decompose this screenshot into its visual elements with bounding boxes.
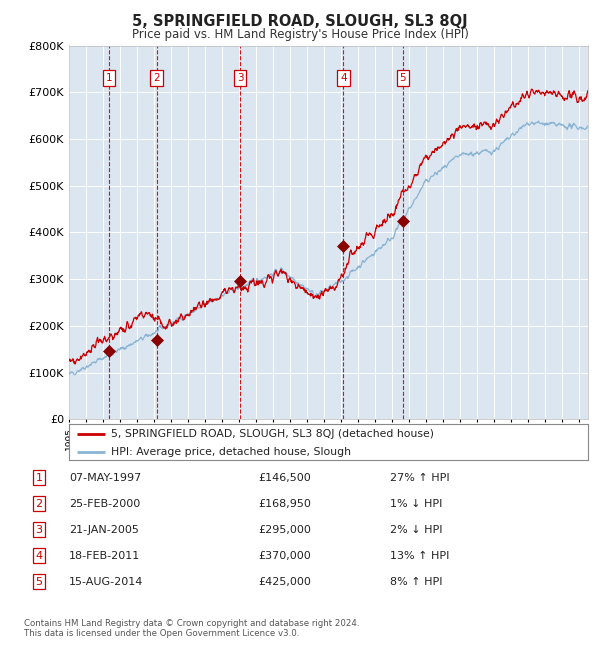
Text: 5, SPRINGFIELD ROAD, SLOUGH, SL3 8QJ: 5, SPRINGFIELD ROAD, SLOUGH, SL3 8QJ xyxy=(132,14,468,29)
Text: 4: 4 xyxy=(340,73,347,83)
Text: 2% ↓ HPI: 2% ↓ HPI xyxy=(390,525,443,535)
Text: 3: 3 xyxy=(35,525,43,535)
Text: Price paid vs. HM Land Registry's House Price Index (HPI): Price paid vs. HM Land Registry's House … xyxy=(131,28,469,41)
Text: £146,500: £146,500 xyxy=(258,473,311,483)
Text: 21-JAN-2005: 21-JAN-2005 xyxy=(69,525,139,535)
Text: 1% ↓ HPI: 1% ↓ HPI xyxy=(390,499,442,509)
Text: 25-FEB-2000: 25-FEB-2000 xyxy=(69,499,140,509)
Text: 1: 1 xyxy=(106,73,112,83)
Text: 5, SPRINGFIELD ROAD, SLOUGH, SL3 8QJ (detached house): 5, SPRINGFIELD ROAD, SLOUGH, SL3 8QJ (de… xyxy=(110,428,434,439)
Text: 18-FEB-2011: 18-FEB-2011 xyxy=(69,551,140,561)
Text: Contains HM Land Registry data © Crown copyright and database right 2024.
This d: Contains HM Land Registry data © Crown c… xyxy=(24,619,359,638)
Text: 1: 1 xyxy=(35,473,43,483)
Text: 2: 2 xyxy=(35,499,43,509)
Text: 15-AUG-2014: 15-AUG-2014 xyxy=(69,577,143,587)
Text: 5: 5 xyxy=(35,577,43,587)
Text: HPI: Average price, detached house, Slough: HPI: Average price, detached house, Slou… xyxy=(110,447,350,457)
Text: £370,000: £370,000 xyxy=(258,551,311,561)
Text: 27% ↑ HPI: 27% ↑ HPI xyxy=(390,473,449,483)
Text: 3: 3 xyxy=(237,73,244,83)
Text: £295,000: £295,000 xyxy=(258,525,311,535)
Text: 8% ↑ HPI: 8% ↑ HPI xyxy=(390,577,443,587)
Text: 07-MAY-1997: 07-MAY-1997 xyxy=(69,473,141,483)
Text: 5: 5 xyxy=(400,73,406,83)
Text: 4: 4 xyxy=(35,551,43,561)
Text: £425,000: £425,000 xyxy=(258,577,311,587)
Text: 13% ↑ HPI: 13% ↑ HPI xyxy=(390,551,449,561)
Text: 2: 2 xyxy=(154,73,160,83)
Text: £168,950: £168,950 xyxy=(258,499,311,509)
